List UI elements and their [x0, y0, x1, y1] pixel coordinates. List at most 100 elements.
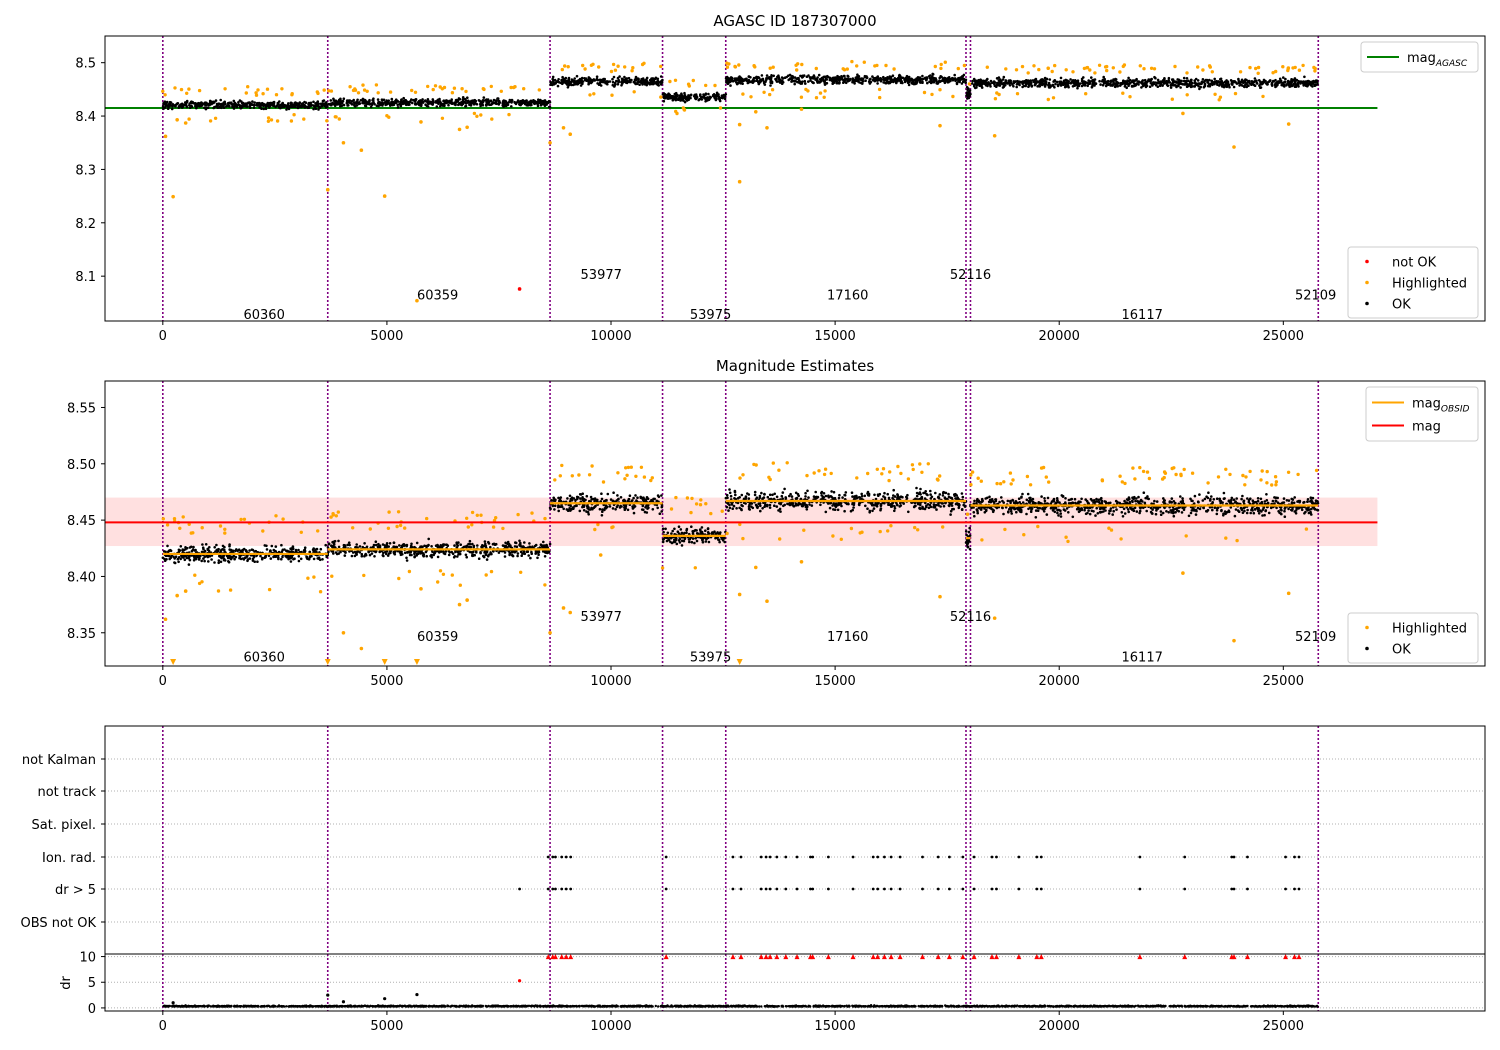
ok-point	[1316, 81, 1319, 85]
ok-point	[575, 504, 578, 508]
ok-point	[811, 80, 814, 84]
ok-point	[473, 553, 477, 557]
ok-point	[216, 548, 220, 551]
ok-point	[783, 76, 787, 79]
ok-point	[615, 79, 618, 83]
ok-point	[694, 97, 698, 101]
ok-point	[687, 538, 691, 541]
ok-point	[676, 93, 679, 97]
ok-point	[554, 82, 557, 85]
ok-point	[703, 97, 707, 100]
ok-point	[312, 557, 316, 561]
ok-point	[327, 102, 331, 106]
ok-point	[701, 540, 705, 544]
ok-point	[485, 553, 488, 556]
highlighted-point	[438, 85, 442, 89]
ok-point	[732, 79, 735, 83]
ok-point	[618, 75, 621, 78]
highlighted-point	[163, 93, 167, 97]
ok-point	[768, 493, 772, 497]
highlighted-point	[1085, 65, 1090, 70]
ok-point	[434, 100, 438, 103]
ok-point	[1056, 83, 1060, 86]
ok-point	[883, 491, 886, 495]
ok-point	[188, 104, 191, 107]
highlighted-outlier	[163, 134, 168, 139]
ok-point	[624, 77, 627, 81]
ok-point	[290, 105, 293, 109]
ok-point	[202, 557, 205, 560]
highlighted-point	[208, 119, 213, 123]
ok-point	[324, 106, 328, 109]
highlighted-point	[1121, 64, 1126, 69]
ok-point	[1184, 79, 1188, 83]
ok-point	[509, 100, 513, 104]
ok-point	[636, 81, 639, 84]
ok-point	[834, 76, 837, 79]
highlighted-point	[1093, 71, 1097, 75]
ok-point	[882, 77, 886, 80]
highlighted-outlier	[1232, 145, 1236, 149]
ok-point	[765, 74, 769, 77]
highlighted-point	[353, 87, 357, 91]
ok-point	[1279, 79, 1282, 82]
ok-point	[899, 504, 903, 507]
ok-point	[1179, 86, 1182, 89]
ok-point	[889, 75, 893, 79]
ok-point	[190, 100, 193, 103]
ok-point	[737, 76, 740, 79]
highlighted-point	[185, 91, 189, 96]
ok-point	[1274, 83, 1277, 87]
ok-point	[381, 101, 384, 105]
highlighted-point	[464, 89, 468, 94]
ok-point	[896, 79, 899, 83]
highlighted-point	[433, 84, 438, 88]
ok-point	[436, 555, 440, 559]
highlighted-point	[718, 106, 723, 110]
ok-point	[1012, 85, 1015, 88]
ok-point	[450, 99, 453, 103]
ok-point	[838, 493, 841, 497]
ok-point	[904, 78, 908, 81]
highlighted-point	[302, 117, 306, 121]
highlighted-point	[922, 90, 927, 95]
ok-point	[922, 77, 925, 81]
ok-point	[340, 100, 343, 104]
ok-point	[1018, 83, 1021, 87]
ok-point	[192, 101, 195, 105]
ok-point	[586, 510, 590, 514]
highlighted-point	[1053, 63, 1057, 68]
ok-point	[196, 105, 199, 108]
ok-point	[805, 508, 809, 511]
ok-point	[515, 545, 519, 548]
highlighted-point	[280, 87, 284, 91]
ok-point	[280, 550, 284, 553]
highlighted-outlier	[568, 132, 573, 137]
ok-point	[548, 542, 552, 546]
ok-point	[575, 497, 579, 501]
ok-point	[203, 559, 206, 563]
ok-point	[685, 531, 688, 535]
x-tick-label: 5000	[370, 329, 403, 344]
ok-point	[943, 76, 946, 80]
ok-point	[901, 495, 904, 499]
ok-point	[1208, 85, 1212, 88]
ok-point	[179, 103, 182, 107]
ok-point	[759, 509, 762, 513]
ok-point	[667, 92, 670, 95]
ok-point	[587, 508, 591, 511]
ok-point	[714, 94, 718, 97]
highlighted-point	[1297, 68, 1302, 72]
ok-point	[586, 78, 589, 82]
ok-point	[483, 540, 487, 543]
ok-point	[838, 81, 841, 84]
highlighted-point	[800, 62, 804, 67]
ok-point	[651, 77, 655, 80]
ok-point	[1288, 84, 1292, 87]
ok-point	[711, 532, 715, 535]
ok-point	[260, 101, 264, 105]
ok-point	[1008, 81, 1012, 84]
ok-point	[861, 80, 865, 83]
ok-point	[350, 100, 354, 103]
ok-point	[266, 104, 270, 108]
